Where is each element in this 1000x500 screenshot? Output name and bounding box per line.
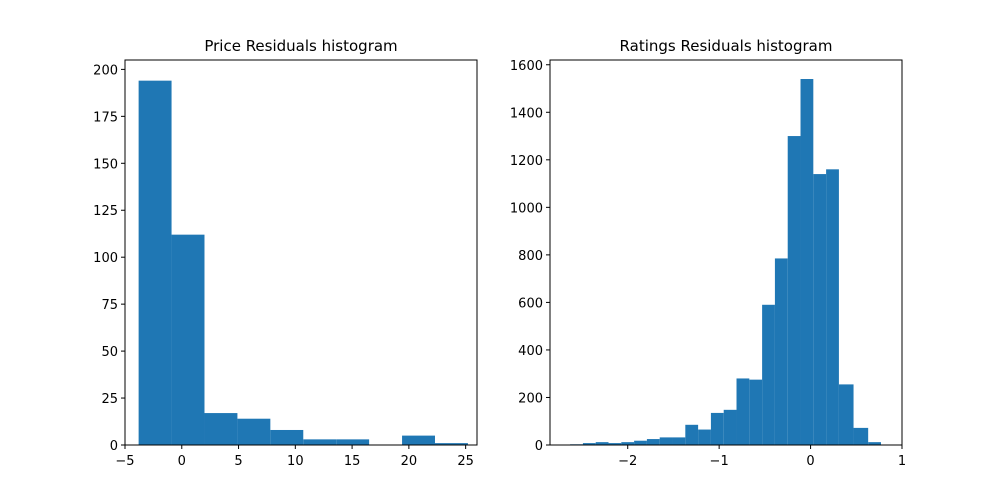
histogram-bar (659, 437, 673, 445)
histogram-bar (621, 442, 635, 445)
histogram-bar (838, 384, 854, 445)
x-tick-label: 10 (287, 454, 304, 469)
y-tick-label: 1200 (510, 154, 543, 169)
chart-title: Ratings Residuals histogram (620, 37, 833, 55)
y-tick-label: 100 (93, 251, 118, 266)
histogram-bar (723, 409, 737, 445)
y-tick-label: 175 (93, 110, 118, 125)
x-tick-label: 5 (234, 454, 242, 469)
x-tick-label: −1 (710, 454, 729, 469)
y-tick-label: 0 (110, 439, 118, 454)
x-tick-label: 0 (178, 454, 186, 469)
histogram-bar (336, 439, 370, 445)
histogram-bar (582, 443, 596, 445)
x-tick-label: 15 (344, 454, 361, 469)
y-tick-label: 25 (101, 392, 118, 407)
chart-title: Price Residuals histogram (204, 37, 397, 55)
y-tick-label: 200 (93, 63, 118, 78)
histogram-bar (171, 234, 205, 445)
y-tick-label: 75 (101, 298, 118, 313)
histogram-bar (685, 424, 699, 445)
y-tick-label: 200 (518, 391, 543, 406)
histogram-bar (672, 437, 686, 445)
bars (138, 80, 468, 445)
ratings-residuals-histogram: Ratings Residuals histogram −2 −1 0 1 0 200 40… (510, 37, 906, 469)
histogram-bar (646, 439, 660, 445)
histogram-bar (710, 412, 724, 445)
histogram-bar (800, 79, 814, 446)
histogram-bar (204, 413, 238, 445)
histogram-bar (634, 440, 647, 445)
histogram-bar (762, 304, 775, 445)
price-residuals-histogram: Price Residuals histogram −5 0 5 10 15 20 2502… (93, 37, 478, 469)
histogram-bar (303, 439, 337, 445)
histogram-bar (138, 80, 172, 445)
histogram-bar (698, 429, 711, 445)
histogram-bar (774, 258, 788, 445)
histogram-bar (608, 443, 622, 445)
histogram-bar (868, 442, 881, 445)
histogram-bar (736, 378, 750, 445)
histogram-bar (595, 442, 609, 445)
x-tick-label: −2 (618, 454, 637, 469)
y-tick-label: 1600 (510, 59, 543, 74)
histogram-bar (402, 435, 435, 445)
histogram-bar (749, 379, 763, 445)
histogram-bar (787, 136, 801, 445)
histogram-bar (237, 418, 271, 445)
histogram-bar (853, 427, 869, 445)
histogram-bar (434, 443, 468, 445)
axes-frame (124, 59, 478, 446)
y-tick-label: 1000 (510, 201, 543, 216)
histogram-bar (270, 429, 304, 445)
histogram-bar (813, 174, 827, 445)
histogram-bar (826, 169, 839, 445)
y-tick-label: 1400 (510, 106, 543, 121)
y-tick-label: 600 (518, 296, 543, 311)
x-tick-label: 20 (401, 454, 418, 469)
y-tick-label: 0 (535, 439, 543, 454)
y-tick-label: 150 (93, 157, 118, 172)
y-tick-label: 400 (518, 344, 543, 359)
bars (570, 79, 881, 446)
y-tick-label: 800 (518, 249, 543, 264)
x-tick-label: −5 (115, 454, 134, 469)
x-tick-label: 25 (457, 454, 474, 469)
y-tick-label: 125 (93, 204, 118, 219)
y-tick-label: 50 (101, 345, 118, 360)
axes-frame (549, 59, 903, 446)
x-tick-label: 0 (806, 454, 814, 469)
x-tick-label: 1 (898, 454, 906, 469)
